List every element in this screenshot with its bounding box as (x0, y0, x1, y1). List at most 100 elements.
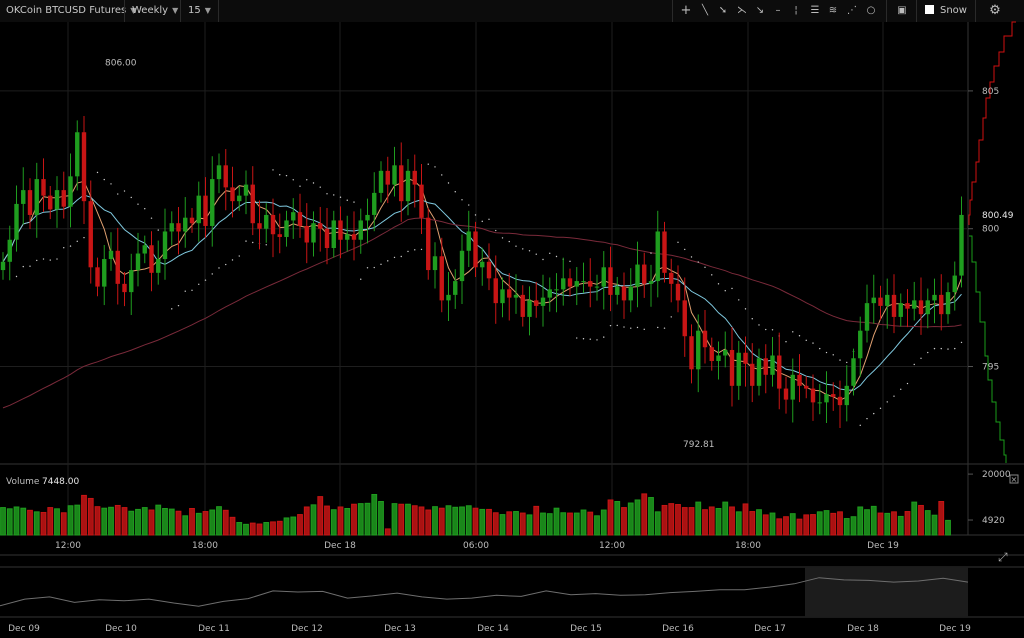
candle-body (621, 286, 627, 301)
navigator-tick-label: Dec 09 (8, 624, 40, 634)
candle-body (156, 259, 161, 273)
candle-body (426, 217, 431, 271)
volume-bar (337, 506, 344, 536)
sar-dot (812, 342, 814, 344)
volume-title: Volume (6, 477, 40, 487)
snapshot-icon[interactable]: ▣ (897, 5, 907, 16)
candle-body (871, 297, 876, 304)
trend-line-icon[interactable]: ╲ (701, 5, 709, 16)
volume-bar (850, 516, 857, 536)
bid-depth-line (969, 235, 1007, 463)
volume-bar (459, 506, 465, 536)
volume-bar (256, 523, 263, 536)
volume-bar (607, 499, 614, 536)
fan-icon[interactable]: ≋ (828, 5, 838, 16)
sar-dot (123, 190, 126, 192)
ellipse-icon[interactable]: ○ (866, 5, 876, 16)
contract-selector[interactable]: Weekly ▼ (132, 0, 178, 22)
sar-dot (954, 347, 956, 350)
candle-body (824, 394, 829, 403)
arrow-icon[interactable]: ➘ (718, 5, 728, 16)
volume-bar (560, 512, 567, 536)
volume-bar (405, 503, 411, 536)
fan-lines-icon[interactable]: ⋰ (847, 5, 857, 16)
volume-bar (283, 517, 290, 536)
candle-body (318, 223, 323, 229)
interval-label: 15 (188, 5, 201, 16)
sar-dot (596, 339, 598, 341)
sar-dot (650, 252, 652, 254)
sar-dot (744, 308, 747, 310)
volume-bar (290, 516, 297, 536)
symbol-label: OKCoin BTCUSD Futures (6, 5, 127, 16)
sar-dot (42, 258, 45, 260)
sar-dot (900, 388, 902, 390)
snow-label: Snow (940, 5, 967, 16)
candle-body (635, 264, 640, 287)
vertical-line-icon[interactable]: ¦ (794, 5, 798, 16)
pitchfork-icon[interactable]: ⋋ (737, 5, 747, 16)
volume-bar (648, 497, 654, 536)
volume-bar (243, 523, 249, 536)
candle-body (230, 187, 235, 202)
candle-body (21, 190, 26, 204)
sar-dot (461, 199, 463, 201)
candle-body (27, 190, 33, 215)
crosshair-icon[interactable]: + (680, 3, 692, 18)
high-price-label: 806.00 (105, 58, 137, 68)
volume-bar (479, 508, 486, 536)
volume-bar (162, 508, 168, 536)
sar-dot (589, 338, 591, 340)
volume-bar (270, 521, 276, 536)
candle-body (34, 179, 39, 215)
candle-body (554, 289, 559, 291)
candle-body (952, 275, 957, 293)
candle-body (169, 223, 174, 232)
symbol-selector[interactable]: OKCoin BTCUSD Futures ▼ (6, 0, 136, 22)
volume-bar (506, 511, 513, 536)
gear-icon[interactable]: ⚙ (989, 3, 1001, 18)
sar-dot (569, 260, 571, 263)
snow-toggle[interactable]: Snow (925, 0, 967, 22)
candle-body (210, 179, 215, 226)
volume-bar (371, 493, 378, 536)
volume-bar (837, 511, 843, 536)
navigator-tick-label: Dec 12 (291, 624, 323, 634)
candle-body (88, 201, 93, 268)
fib-retracement-icon[interactable]: ☰ (810, 5, 820, 16)
volume-bar (702, 509, 708, 536)
volume-bar (0, 507, 6, 536)
volume-bar (364, 502, 371, 536)
sar-dot (495, 229, 497, 232)
sar-dot (960, 341, 963, 344)
candle-body (507, 289, 512, 298)
expand-icon[interactable]: ⤢ (998, 550, 1008, 564)
candle-body (500, 289, 505, 304)
sar-dot (366, 267, 369, 269)
sar-dot (515, 245, 517, 247)
candle-body (250, 184, 255, 224)
volume-bar (600, 509, 607, 536)
volume-bar (587, 511, 594, 536)
sar-dot (609, 324, 612, 327)
chevron-down-icon: ▼ (172, 6, 179, 15)
checkbox-icon[interactable] (925, 5, 934, 14)
sar-dot (940, 347, 942, 350)
sar-dot (751, 318, 753, 320)
candle-body (594, 286, 600, 288)
sar-dot (393, 256, 396, 259)
volume-bar (317, 496, 324, 536)
volume-bar (432, 506, 438, 536)
candle-body (675, 283, 681, 301)
candle-body (412, 170, 417, 185)
sar-dot (353, 201, 355, 203)
horizontal-line-icon[interactable]: – (775, 5, 781, 16)
ray-icon[interactable]: ↘ (755, 5, 765, 16)
sar-dot (859, 424, 861, 427)
volume-bar (222, 509, 229, 536)
volume-bar (60, 512, 67, 536)
navigator-tick-label: Dec 14 (477, 624, 509, 634)
volume-axis-tick-label: 20000 (982, 470, 1011, 480)
interval-selector[interactable]: 15 ▼ (188, 0, 211, 22)
